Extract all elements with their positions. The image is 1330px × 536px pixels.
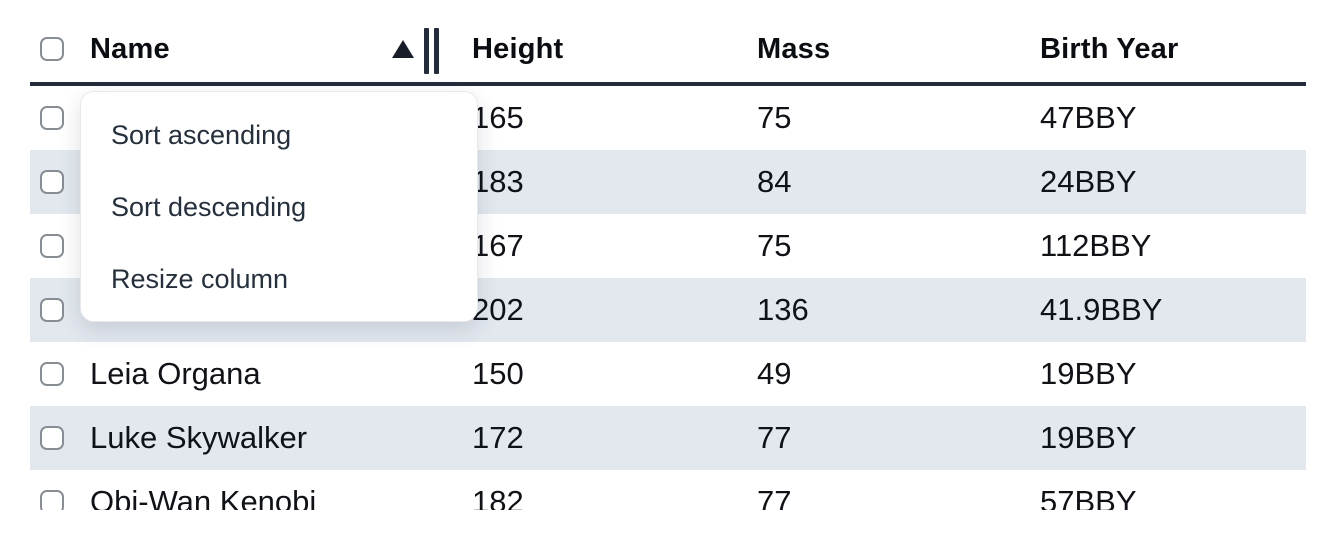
cell-name: Leia Organa bbox=[90, 356, 261, 391]
cell-birth-year: 47BBY bbox=[1040, 100, 1137, 135]
cell-name: Luke Skywalker bbox=[90, 420, 308, 455]
cell-height: 167 bbox=[472, 228, 524, 263]
column-resize-handle[interactable] bbox=[424, 28, 439, 74]
cell-mass: 136 bbox=[757, 292, 809, 327]
column-header-mass[interactable]: Mass bbox=[757, 32, 831, 65]
cell-height: 202 bbox=[472, 292, 524, 327]
cell-name: Obi-Wan Kenobi bbox=[90, 484, 317, 510]
resize-handle-bar bbox=[434, 28, 439, 74]
cell-birth-year: 19BBY bbox=[1040, 356, 1137, 391]
row-checkbox[interactable] bbox=[40, 490, 64, 510]
table-row: Obi-Wan Kenobi 182 77 57BBY bbox=[30, 470, 1306, 510]
cell-height: 172 bbox=[472, 420, 524, 455]
row-checkbox-cell bbox=[30, 214, 80, 278]
row-checkbox-cell bbox=[30, 150, 80, 214]
table-row: 202 136 41.9BBY bbox=[30, 278, 1306, 342]
row-checkbox-cell bbox=[30, 470, 80, 510]
row-checkbox-cell bbox=[30, 342, 80, 406]
menu-item-sort-ascending[interactable]: Sort ascending bbox=[111, 119, 292, 150]
cell-mass: 84 bbox=[757, 164, 792, 199]
column-header-name-label: Name bbox=[90, 32, 170, 65]
row-checkbox[interactable] bbox=[40, 234, 64, 258]
menu-item-resize-column[interactable]: Resize column bbox=[111, 263, 289, 294]
cell-birth-year: 24BBY bbox=[1040, 164, 1137, 199]
table-row: Leia Organa 150 49 19BBY bbox=[30, 342, 1306, 406]
column-header-height[interactable]: Height bbox=[472, 32, 564, 65]
cell-height: 165 bbox=[472, 100, 524, 135]
cell-mass: 75 bbox=[757, 100, 792, 135]
select-all-cell bbox=[30, 16, 80, 82]
column-header-birth-year[interactable]: Birth Year bbox=[1040, 32, 1179, 65]
table-row: Luke Skywalker 172 77 19BBY bbox=[30, 406, 1306, 470]
cell-mass: 75 bbox=[757, 228, 792, 263]
cell-height: 150 bbox=[472, 356, 524, 391]
cell-height: 182 bbox=[472, 484, 524, 510]
cell-mass: 49 bbox=[757, 356, 792, 391]
table-header-row: Name Height Mass Birth Year bbox=[30, 0, 1306, 86]
row-checkbox[interactable] bbox=[40, 170, 64, 194]
cell-birth-year: 57BBY bbox=[1040, 484, 1137, 510]
row-checkbox[interactable] bbox=[40, 362, 64, 386]
cell-mass: 77 bbox=[757, 420, 792, 455]
select-all-checkbox[interactable] bbox=[40, 37, 64, 61]
cell-birth-year: 112BBY bbox=[1040, 228, 1152, 263]
row-checkbox[interactable] bbox=[40, 426, 64, 450]
column-context-menu: Sort ascending Sort descending Resize co… bbox=[80, 91, 478, 322]
row-checkbox-cell bbox=[30, 406, 80, 470]
sort-ascending-icon bbox=[392, 40, 414, 58]
row-checkbox[interactable] bbox=[40, 298, 64, 322]
row-checkbox-cell bbox=[30, 86, 80, 150]
cell-birth-year: 19BBY bbox=[1040, 420, 1137, 455]
cell-birth-year: 41.9BBY bbox=[1040, 292, 1163, 327]
cell-height: 183 bbox=[472, 164, 524, 199]
column-header-name[interactable]: Name bbox=[80, 16, 437, 82]
cell-mass: 77 bbox=[757, 484, 792, 510]
row-checkbox-cell bbox=[30, 278, 80, 342]
menu-item-sort-descending[interactable]: Sort descending bbox=[111, 191, 307, 222]
resize-handle-bar bbox=[424, 28, 429, 74]
row-checkbox[interactable] bbox=[40, 106, 64, 130]
